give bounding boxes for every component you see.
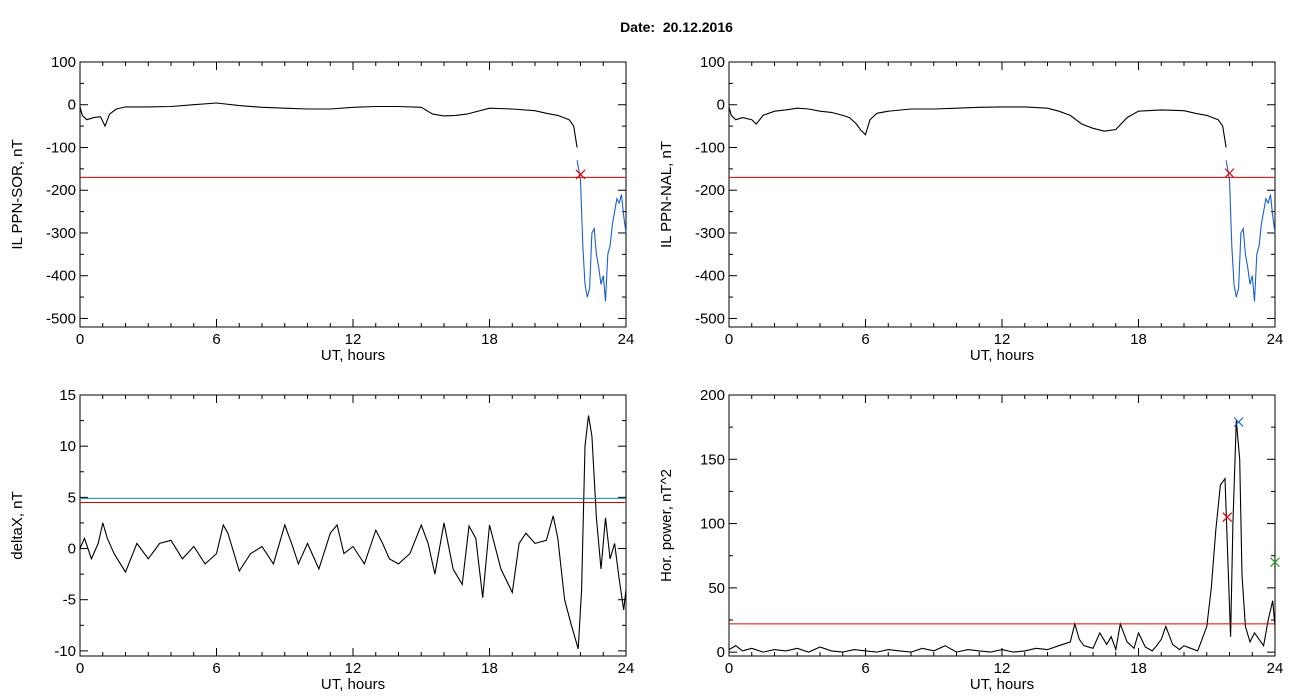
y-tick-label: 50 <box>708 580 725 597</box>
x-axis-label: UT, hours <box>970 347 1034 364</box>
plot-frame <box>728 394 1276 657</box>
y-tick-label: -500 <box>695 310 725 327</box>
plot-data <box>79 415 627 649</box>
x-axis-label: UT, hours <box>321 347 385 364</box>
y-tick-label: 10 <box>59 438 76 455</box>
y-tick-label: -200 <box>695 182 725 199</box>
y-tick-label: -400 <box>695 268 725 285</box>
x-tick-label: 6 <box>212 660 220 677</box>
y-tick-label: 0 <box>717 97 725 114</box>
x-tick-label: 12 <box>345 331 362 348</box>
plot-frame <box>79 394 627 657</box>
y-tick-label: -300 <box>695 225 725 242</box>
y-tick-label: 0 <box>68 541 76 558</box>
y-tick-label: -200 <box>46 182 76 199</box>
x-tick-label: 24 <box>618 331 635 348</box>
x-tick-label: 18 <box>1130 660 1147 677</box>
y-tick-label: 100 <box>700 54 725 71</box>
y-tick-label: -5 <box>63 592 76 609</box>
y-axis-label: deltaX, nT <box>9 491 26 559</box>
plot-data <box>728 106 1276 302</box>
x-tick-label: 0 <box>725 660 733 677</box>
y-axis-label: Hor. power, nT^2 <box>658 469 675 582</box>
plot-data <box>728 417 1280 653</box>
y-tick-label: -300 <box>46 225 76 242</box>
x-tick-label: 24 <box>1267 331 1284 348</box>
series-line-blue <box>1225 160 1276 302</box>
y-tick-label: 0 <box>68 97 76 114</box>
x-axis-label: UT, hours <box>970 676 1034 693</box>
series-line-black <box>728 106 1227 148</box>
marker-red <box>575 169 586 180</box>
axes-frame: 0 6 12 18 24 200 150 100 50 0 <box>700 387 1283 677</box>
x-tick-label: 12 <box>345 660 362 677</box>
panel-deltax: 0 6 12 18 24 15 10 5 0 -5 -10 UT, hours deltaX, nT <box>9 387 634 693</box>
axes-frame: 0 6 12 18 24 100 0 -100 -200 -300 -400 -500 <box>46 54 634 348</box>
marker-green <box>1270 557 1280 568</box>
y-tick-label: -10 <box>54 643 76 660</box>
y-tick-label: 100 <box>51 54 76 71</box>
x-tick-label: 12 <box>994 331 1011 348</box>
x-tick-label: 6 <box>861 660 869 677</box>
y-tick-label: 200 <box>700 387 725 404</box>
x-tick-label: 12 <box>994 660 1011 677</box>
y-tick-label: -100 <box>695 139 725 156</box>
x-tick-label: 6 <box>861 331 869 348</box>
marker-red <box>1224 168 1235 179</box>
x-axis-label: UT, hours <box>321 676 385 693</box>
series-line-black <box>79 415 627 649</box>
y-tick-label: 0 <box>717 644 725 661</box>
marker-red <box>1222 512 1233 523</box>
marker-blue <box>1233 417 1244 427</box>
x-tick-label: 18 <box>1130 331 1147 348</box>
axes-frame: 0 6 12 18 24 100 0 -100 -200 -300 -400 -500 <box>695 54 1283 348</box>
x-tick-label: 0 <box>725 331 733 348</box>
panel-ppn-nal: 0 6 12 18 24 100 0 -100 -200 -300 -400 -500 UT, hou… <box>658 54 1283 364</box>
panel-ppn-sor: 0 6 12 18 24 100 0 -100 -200 -300 -400 -500 UT, hou… <box>9 54 634 364</box>
series-line-black <box>728 420 1276 653</box>
figure-title: Date: 20.12.2016 <box>620 19 733 35</box>
y-tick-label: -400 <box>46 268 76 285</box>
x-tick-label: 18 <box>481 660 498 677</box>
y-tick-label: 5 <box>68 489 76 506</box>
y-tick-label: 100 <box>700 516 725 533</box>
y-tick-label: -500 <box>46 310 76 327</box>
y-tick-label: 150 <box>700 451 725 468</box>
x-tick-label: 18 <box>481 331 498 348</box>
plot-frame <box>728 61 1276 328</box>
x-tick-label: 24 <box>618 660 635 677</box>
y-axis-label: IL PPN-NAL, nT <box>658 141 675 248</box>
x-tick-label: 0 <box>76 331 84 348</box>
x-tick-label: 6 <box>212 331 220 348</box>
x-tick-label: 0 <box>76 660 84 677</box>
series-line-black <box>79 102 578 148</box>
plot-data <box>79 102 627 302</box>
panel-hor-power: 0 6 12 18 24 200 150 100 50 0 UT, hours Hor. powe… <box>658 387 1283 693</box>
x-tick-label: 24 <box>1267 660 1284 677</box>
axes-frame: 0 6 12 18 24 15 10 5 0 -5 -10 <box>54 387 634 677</box>
plot-frame <box>79 61 627 328</box>
y-tick-label: 15 <box>59 387 76 404</box>
series-line-blue <box>576 160 627 302</box>
y-axis-label: IL PPN-SOR, nT <box>9 139 26 249</box>
y-tick-label: -100 <box>46 139 76 156</box>
